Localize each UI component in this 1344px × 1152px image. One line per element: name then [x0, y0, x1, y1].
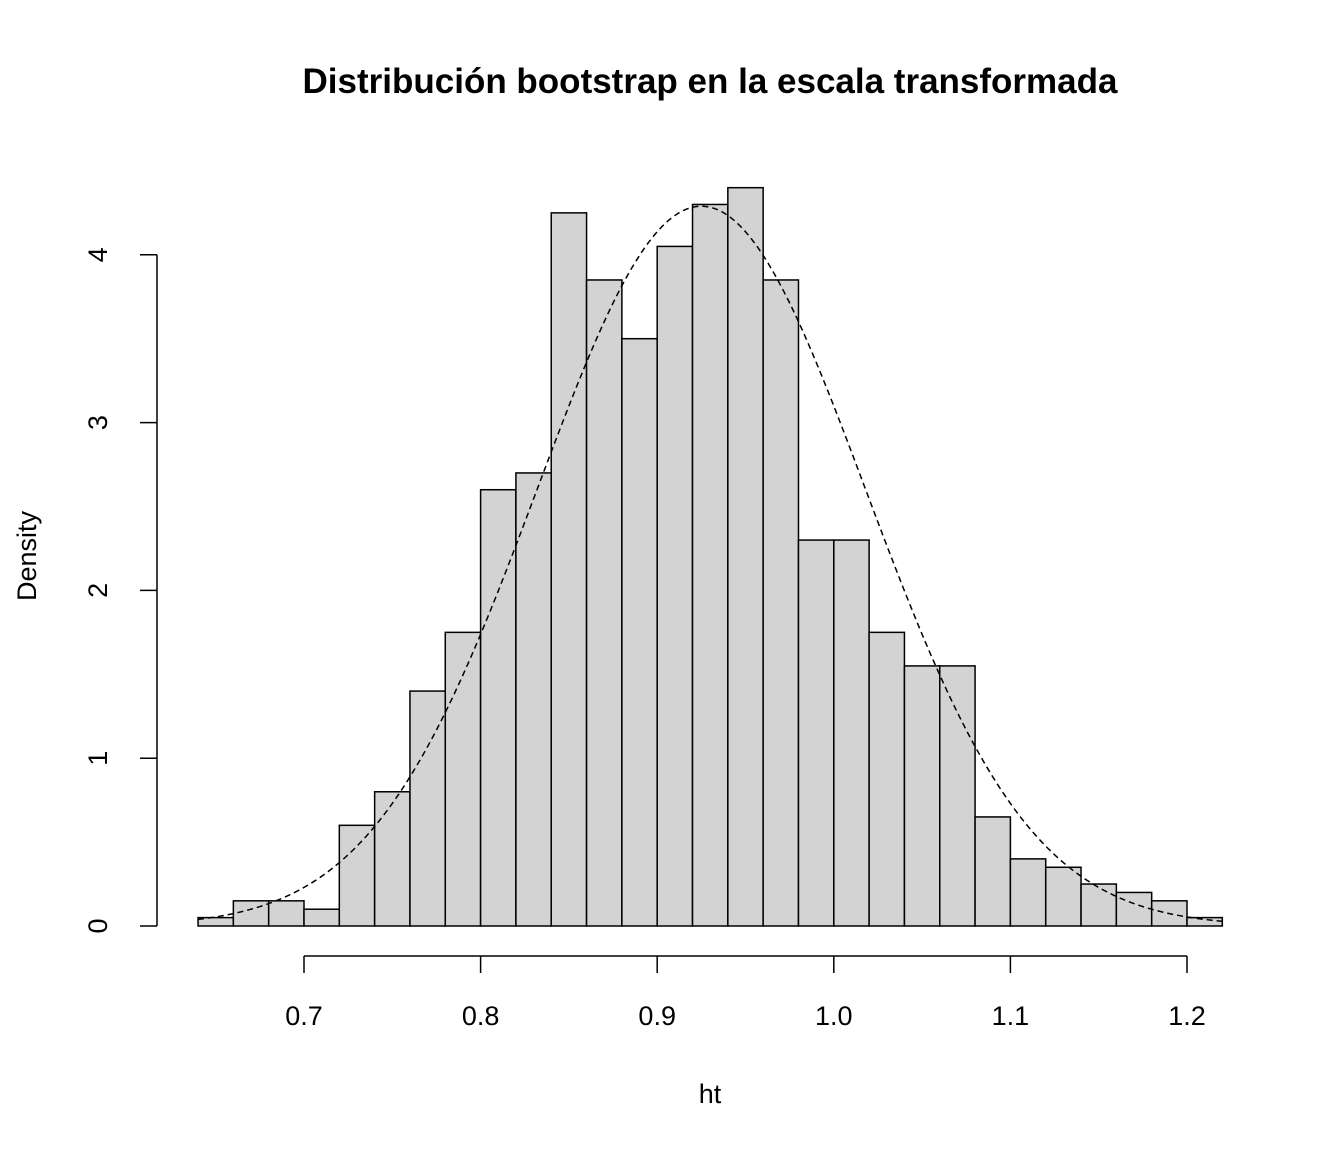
histogram-bar — [373, 791, 411, 927]
y-axis: 0 1 2 3 4 — [83, 247, 158, 934]
histogram-bar — [1186, 916, 1224, 927]
y-tick-label: 4 — [83, 247, 113, 262]
y-tick-label: 3 — [83, 415, 113, 430]
histogram-bar — [444, 631, 482, 927]
histogram-bar — [1080, 883, 1118, 927]
histogram-bar — [585, 279, 623, 927]
histogram-bar — [479, 488, 517, 927]
histogram-bar — [833, 539, 870, 927]
bars-group — [197, 186, 1224, 927]
histogram-bar — [691, 203, 729, 927]
x-tick-label: 0.8 — [462, 1001, 500, 1031]
histogram-bar — [1044, 866, 1082, 927]
histogram-bar — [797, 539, 835, 927]
histogram-bar — [939, 665, 976, 927]
histogram-bar — [868, 631, 906, 927]
histogram-bar — [267, 900, 305, 927]
x-axis: 0.7 0.8 0.9 1.0 1.1 1.2 — [285, 955, 1206, 1031]
y-tick-label: 0 — [83, 918, 113, 933]
histogram-bar — [303, 908, 341, 927]
chart-title: Distribución bootstrap en la escala tran… — [303, 62, 1118, 101]
y-axis-label: Density — [12, 510, 42, 601]
histogram-bar — [338, 824, 376, 927]
histogram-bar — [515, 472, 552, 927]
x-tick-label: 1.0 — [815, 1001, 853, 1031]
y-tick-label: 2 — [83, 583, 113, 598]
y-tick-label: 1 — [83, 751, 113, 766]
x-tick-label: 1.2 — [1168, 1001, 1206, 1031]
histogram-bar — [621, 337, 658, 927]
histogram-bar — [727, 186, 764, 927]
histogram-bar — [656, 245, 694, 927]
histogram-bar — [974, 816, 1012, 927]
histogram-bar — [903, 665, 941, 927]
histogram-bar — [409, 690, 447, 927]
x-tick-label: 1.1 — [992, 1001, 1030, 1031]
histogram-bar — [1115, 891, 1153, 927]
histogram-bar — [232, 900, 270, 927]
histogram-bar — [550, 212, 588, 927]
histogram-bar — [762, 279, 800, 927]
x-axis-label: ht — [699, 1079, 722, 1109]
x-tick-label: 0.7 — [285, 1001, 323, 1031]
x-tick-label: 0.9 — [638, 1001, 676, 1031]
histogram-bar — [1009, 858, 1047, 927]
